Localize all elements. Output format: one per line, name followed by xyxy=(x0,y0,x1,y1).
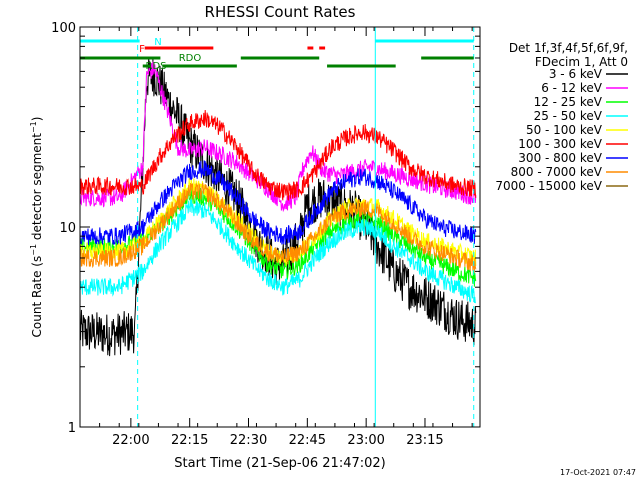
series-line xyxy=(79,160,477,246)
y-axis-label-part: detector segment xyxy=(30,133,44,244)
axis-layer: 1 10 100 22:00 22:15 22:30 22:45 23:00 23:15 xyxy=(51,21,480,448)
legend-entry-label: 50 - 100 keV xyxy=(526,123,603,137)
chart-title: RHESSI Count Rates xyxy=(205,3,356,21)
legend-entry-label: 100 - 300 keV xyxy=(518,137,602,151)
y-axis-label-part: ) xyxy=(30,117,44,122)
y-tick-label: 10 xyxy=(59,221,76,236)
legend-entry-label: 7000 - 15000 keV xyxy=(495,179,602,193)
footer-date: 17-Oct-2021 07:47 xyxy=(560,468,636,477)
series-line xyxy=(79,109,477,201)
flag-layer: NF RDO RDS xyxy=(80,37,474,72)
legend-entry-label: 12 - 25 keV xyxy=(534,95,603,109)
series-layer xyxy=(79,57,477,357)
flag-bar-label: RDO xyxy=(179,53,202,64)
legend: Det 1f,3f,4f,5f,6f,9f, FDecim 1, Att 0 3… xyxy=(495,41,628,193)
flag-bar-label: N xyxy=(154,37,161,48)
y-axis-label-part: Count Rate (s xyxy=(30,256,44,338)
legend-header-line: Det 1f,3f,4f,5f,6f,9f, xyxy=(509,41,628,55)
x-tick-label: 22:15 xyxy=(171,433,208,448)
series-line xyxy=(79,199,477,304)
legend-entry-label: 6 - 12 keV xyxy=(541,81,603,95)
legend-entry-label: 800 - 7000 keV xyxy=(511,165,603,179)
x-tick-label: 23:00 xyxy=(347,433,384,448)
y-tick-label: 1 xyxy=(68,421,76,436)
flag-bar-label: RDS xyxy=(146,61,167,72)
y-axis-label: Count Rate (s−1 detector segment−1) xyxy=(29,117,44,338)
series-line xyxy=(79,182,477,273)
flag-bar-label: F xyxy=(139,44,145,55)
x-tick-label: 22:45 xyxy=(289,433,326,448)
y-axis-label-exponent: −1 xyxy=(29,244,38,256)
x-tick-label: 22:30 xyxy=(230,433,267,448)
legend-entry-label: 25 - 50 keV xyxy=(534,109,603,123)
legend-entry-label: 300 - 800 keV xyxy=(518,151,602,165)
x-tick-label: 22:00 xyxy=(112,433,149,448)
legend-header-line: FDecim 1, Att 0 xyxy=(535,55,628,69)
series-line xyxy=(79,178,477,266)
y-tick-label: 100 xyxy=(51,21,76,36)
x-axis-label: Start Time (21-Sep-06 21:47:02) xyxy=(174,456,385,471)
y-axis-label-exponent: −1 xyxy=(29,121,38,133)
x-tick-label: 23:15 xyxy=(406,433,443,448)
legend-entry-label: 3 - 6 keV xyxy=(549,67,603,81)
